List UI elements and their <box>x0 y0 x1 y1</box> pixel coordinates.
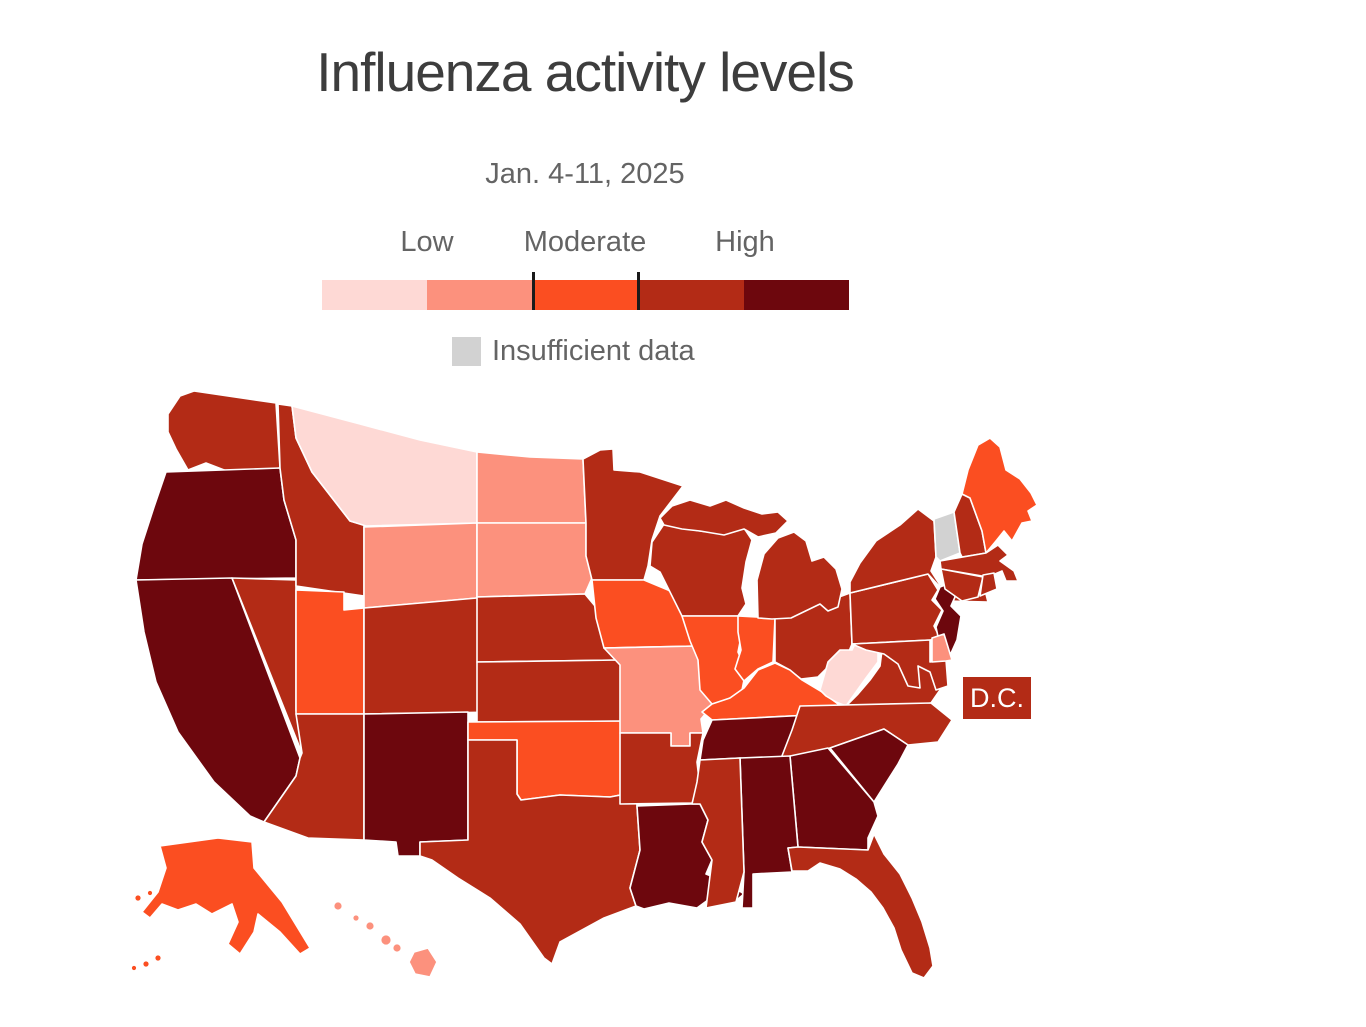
influenza-map-figure: Influenza activity levels Jan. 4-11, 202… <box>131 41 1038 979</box>
legend-segment-1 <box>322 280 428 310</box>
legend-segment-5 <box>743 280 850 310</box>
state-florida[interactable] <box>787 833 934 979</box>
state-delaware[interactable] <box>931 633 953 663</box>
state-washington[interactable] <box>167 390 281 474</box>
legend-tick-high-start <box>637 272 640 310</box>
dc-callout-label[interactable]: D.C. <box>963 677 1031 719</box>
us-map-svg <box>131 390 1038 979</box>
state-mississippi[interactable] <box>691 757 745 909</box>
legend-insufficient-row: Insufficient data <box>452 334 695 367</box>
state-hawaii[interactable] <box>333 901 438 978</box>
state-utah[interactable] <box>295 589 365 715</box>
state-california[interactable] <box>135 577 301 823</box>
state-new-mexico[interactable] <box>363 711 469 857</box>
legend-label-moderate: Moderate <box>523 226 647 258</box>
state-rhode-island[interactable] <box>979 572 998 597</box>
legend-segment-2 <box>427 280 533 310</box>
legend-tick-moderate-start <box>532 272 535 310</box>
insufficient-data-swatch <box>452 336 481 366</box>
state-arkansas[interactable] <box>619 732 704 805</box>
state-connecticut[interactable] <box>940 568 984 602</box>
date-range-subtitle: Jan. 4-11, 2025 <box>485 158 685 190</box>
state-south-dakota[interactable] <box>476 522 593 598</box>
state-north-dakota[interactable] <box>476 451 587 524</box>
legend-label-low: Low <box>400 226 454 258</box>
page-title: Influenza activity levels <box>316 41 855 103</box>
state-alaska[interactable] <box>131 837 311 971</box>
legend-segment-3 <box>532 280 639 310</box>
state-oregon[interactable] <box>135 467 297 581</box>
state-wyoming[interactable] <box>363 522 478 609</box>
state-vermont[interactable] <box>933 511 961 562</box>
legend-segment-4 <box>638 280 744 310</box>
legend-label-high: High <box>715 226 775 258</box>
state-texas[interactable] <box>419 739 641 965</box>
state-alabama[interactable] <box>739 755 799 909</box>
state-kansas[interactable] <box>476 659 635 723</box>
state-michigan[interactable] <box>659 499 843 620</box>
insufficient-data-label: Insufficient data <box>492 334 695 367</box>
state-new-york[interactable] <box>849 508 989 603</box>
state-minnesota[interactable] <box>582 448 684 581</box>
legend-color-scale <box>322 280 850 310</box>
